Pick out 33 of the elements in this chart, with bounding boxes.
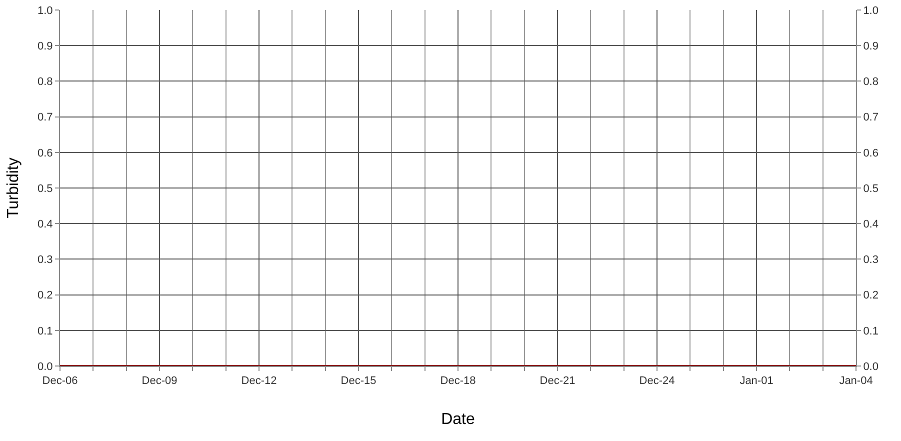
y-axis-title: Turbidity xyxy=(5,158,22,218)
y2-tick-label: 0.6 xyxy=(863,147,878,160)
y-tick-label: 0.1 xyxy=(38,325,53,338)
y-tick-label: 0.4 xyxy=(38,218,53,230)
y2-tick-label: 0.8 xyxy=(863,76,878,88)
y2-tick-label: 0.4 xyxy=(863,218,878,230)
x-tick-label: Dec-06 xyxy=(42,375,78,388)
y2-tick-label: 0.5 xyxy=(863,182,878,195)
y2-tick-label: 0.0 xyxy=(863,360,878,373)
y2-tick-label: 1.0 xyxy=(863,4,878,17)
x-tick-label: Dec-21 xyxy=(540,375,576,388)
x-tick-label: Jan-01 xyxy=(740,375,774,388)
y2-tick-label: 0.3 xyxy=(863,254,878,266)
y-tick-label: 0.9 xyxy=(38,40,53,52)
x-tick-label: Dec-18 xyxy=(440,375,476,388)
y-tick-label: 0.2 xyxy=(38,290,53,302)
y2-tick-label: 0.2 xyxy=(863,290,878,302)
y-tick-label: 0.8 xyxy=(38,76,53,88)
x-tick-label: Jan-04 xyxy=(839,375,873,388)
x-tick-label: Dec-24 xyxy=(639,375,675,388)
x-tick-label: Dec-09 xyxy=(142,375,178,388)
y-tick-label: 0.0 xyxy=(38,360,53,373)
x-tick-label: Dec-15 xyxy=(340,375,376,388)
y-tick-label: 1.0 xyxy=(38,4,53,17)
y-tick-label: 0.6 xyxy=(38,147,53,160)
y2-tick-label: 0.9 xyxy=(863,40,878,52)
y-tick-label: 0.5 xyxy=(38,182,53,195)
x-axis-title: Date xyxy=(441,411,475,428)
y-tick-label: 0.3 xyxy=(38,254,53,266)
y2-tick-label: 0.1 xyxy=(863,325,878,338)
y2-tick-label: 0.7 xyxy=(863,112,878,124)
x-tick-label: Dec-12 xyxy=(241,375,277,388)
y-tick-label: 0.7 xyxy=(38,112,53,124)
